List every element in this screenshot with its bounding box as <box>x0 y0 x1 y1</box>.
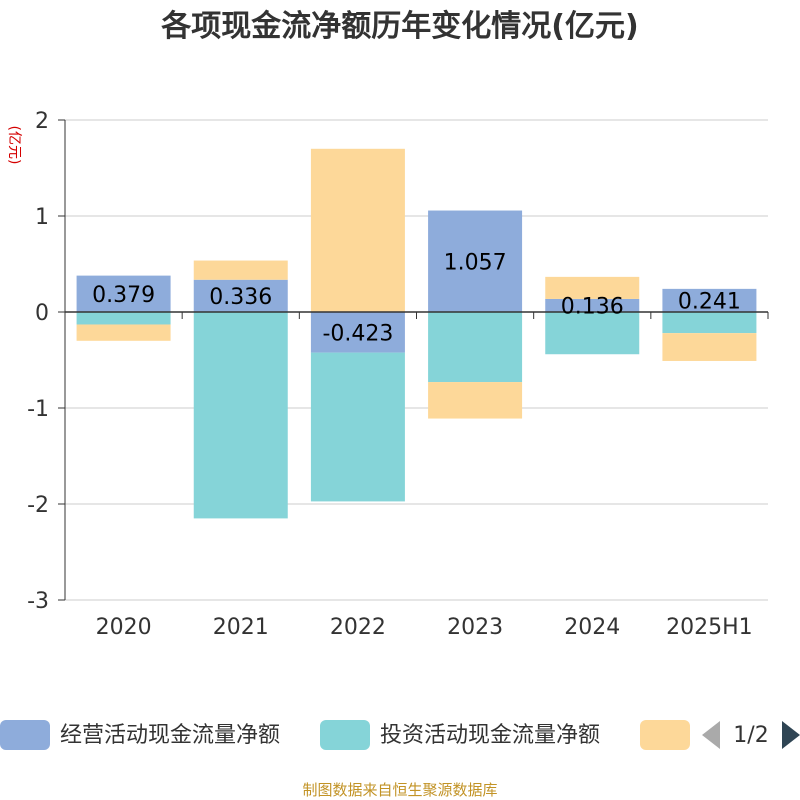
legend-label: 投资活动现金流量净额 <box>380 723 600 748</box>
legend-swatch <box>640 720 690 750</box>
x-category-label: 2024 <box>564 615 620 640</box>
bar-segment-2025H1-series-1[interactable] <box>662 288 757 312</box>
x-category-label: 2020 <box>96 615 152 640</box>
legend-item-3[interactable] <box>640 720 690 750</box>
x-category-label: 2023 <box>447 615 503 640</box>
legend-swatch <box>320 720 370 750</box>
legend-pager[interactable]: 1/2 <box>702 721 800 749</box>
data-label: 1.057 <box>444 250 507 275</box>
y-tick-label: -1 <box>27 397 49 422</box>
bar-segment-2025H1-series-2[interactable] <box>662 312 757 334</box>
data-label: -0.423 <box>322 321 393 346</box>
bar-segment-2023-series-1[interactable] <box>428 210 523 312</box>
bar-segment-2021-series-3[interactable] <box>193 260 288 280</box>
legend-swatch <box>0 720 50 750</box>
chart-title: 各项现金流净额历年变化情况(亿元) <box>160 9 638 44</box>
data-source-note: 制图数据来自恒生聚源数据库 <box>302 781 497 799</box>
y-tick-label: -3 <box>27 589 49 614</box>
y-axis-unit-label: (亿元) <box>6 126 22 165</box>
bar-segment-2022-series-1[interactable] <box>310 312 405 353</box>
x-category-label: 2025H1 <box>666 615 753 640</box>
data-labels: 0.379 0.336 -0.423 1.057 0.136 0.241 <box>92 250 741 346</box>
bar-segment-2020-series-2[interactable] <box>76 312 171 325</box>
legend[interactable]: 经营活动现金流量净额 投资活动现金流量净额 <box>0 720 690 750</box>
legend-item-2[interactable]: 投资活动现金流量净额 <box>320 720 600 750</box>
y-tick-label: 0 <box>35 301 49 326</box>
bar-segment-2022-series-2[interactable] <box>310 352 405 502</box>
legend-page-indicator: 1/2 <box>733 723 768 748</box>
y-tick-label: 1 <box>35 205 49 230</box>
legend-item-1[interactable]: 经营活动现金流量净额 <box>0 720 280 750</box>
triangle-right-icon[interactable] <box>782 721 800 749</box>
y-tick-label: -2 <box>27 493 49 518</box>
bar-segment-2021-series-1[interactable] <box>193 279 288 312</box>
x-category-label: 2021 <box>213 615 269 640</box>
bar-segment-2022-series-3[interactable] <box>310 148 405 312</box>
triangle-left-icon[interactable] <box>702 721 720 749</box>
bar-segment-2024-series-3[interactable] <box>545 276 640 299</box>
bar-segment-2024-series-2[interactable] <box>545 312 640 355</box>
x-category-label: 2022 <box>330 615 386 640</box>
bar-segment-2025H1-series-3[interactable] <box>662 333 757 361</box>
data-label: 0.241 <box>678 289 741 314</box>
y-tick-label: 2 <box>35 109 49 134</box>
data-label: 0.336 <box>209 285 272 310</box>
legend-label: 经营活动现金流量净额 <box>60 723 280 748</box>
data-label: 0.379 <box>92 283 155 308</box>
data-label: 0.136 <box>561 294 624 319</box>
bar-segment-2020-series-3[interactable] <box>76 324 171 341</box>
bar-segment-2023-series-2[interactable] <box>428 312 523 383</box>
grid-lines <box>65 119 768 601</box>
bar-segment-2024-series-1[interactable] <box>545 298 640 312</box>
bars <box>76 148 757 519</box>
bar-segment-2023-series-3[interactable] <box>428 382 523 419</box>
axes: 2 1 0 -1 -2 -3 2020 2021 2022 2023 2024 2025H1 <box>27 109 769 640</box>
bar-segment-2020-series-1[interactable] <box>76 275 171 312</box>
bar-segment-2021-series-2[interactable] <box>193 312 288 519</box>
